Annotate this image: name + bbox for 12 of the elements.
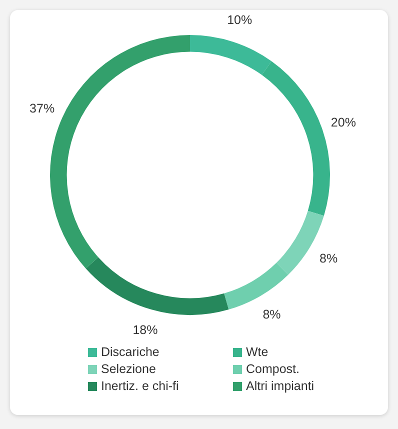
legend-label: Wte [245, 345, 270, 359]
data-label: 10% [227, 13, 252, 28]
legend-label: Compost. [245, 362, 300, 376]
legend-label: Altri impianti [245, 379, 316, 393]
data-label: 37% [30, 101, 55, 116]
data-label: 8% [320, 251, 338, 266]
data-label: 8% [262, 307, 281, 322]
legend-label: Inertiz. e chi-fi [100, 379, 180, 393]
legend-label: Selezione [100, 362, 157, 376]
data-label: 18% [132, 323, 158, 338]
legend-label: Discariche [100, 345, 160, 359]
data-label: 20% [330, 115, 356, 130]
